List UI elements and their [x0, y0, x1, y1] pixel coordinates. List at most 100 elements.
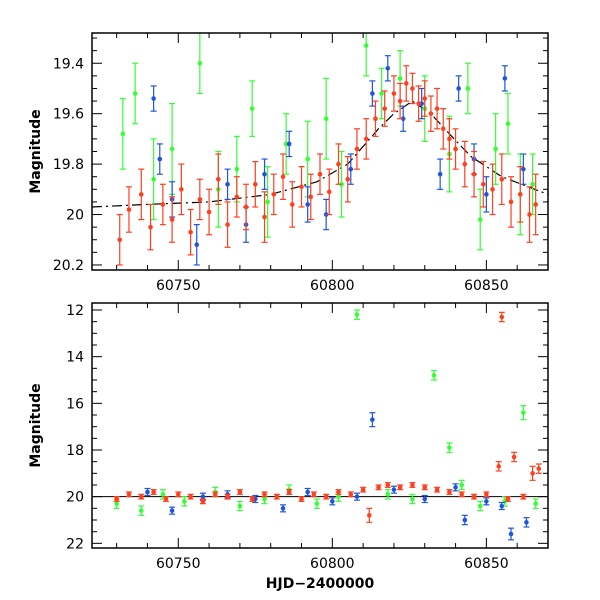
x-tick-label: 60750	[156, 556, 201, 572]
y-tick-label: 19.8	[53, 157, 84, 173]
data-point-red	[354, 146, 360, 152]
data-point-red	[117, 237, 123, 243]
data-point-red	[447, 489, 452, 495]
data-point-red	[511, 454, 517, 460]
data-point-red	[499, 314, 505, 320]
series-blue	[144, 412, 530, 541]
data-point-green	[262, 496, 267, 502]
data-point-blue	[484, 499, 489, 504]
data-point-red	[434, 106, 440, 111]
data-point-red	[410, 86, 415, 91]
data-point-green	[363, 43, 369, 48]
data-point-green	[305, 156, 310, 162]
data-point-red	[308, 194, 314, 200]
data-point-green	[477, 503, 483, 509]
data-point-red	[536, 466, 542, 471]
data-point-red	[490, 187, 495, 192]
data-point-red	[382, 106, 388, 111]
plot-area	[92, 33, 548, 266]
data-point-green	[477, 217, 483, 222]
data-point-red	[508, 199, 514, 205]
data-point-blue	[262, 171, 267, 177]
data-point-green	[493, 146, 498, 152]
data-point-blue	[484, 192, 489, 197]
data-point-red	[416, 101, 421, 106]
x-axis-title: HJD−2400000	[266, 576, 375, 592]
data-point-red	[440, 126, 446, 132]
data-point-green	[234, 166, 240, 172]
y-tick-label: 19.4	[53, 56, 84, 72]
data-point-green	[505, 121, 511, 127]
data-point-green	[169, 146, 175, 152]
data-point-red	[428, 111, 434, 116]
data-point-red	[197, 197, 203, 202]
data-point-green	[379, 91, 384, 96]
data-point-red	[299, 184, 304, 190]
data-point-green	[197, 60, 203, 66]
data-point-red	[262, 492, 267, 497]
data-point-red	[243, 204, 249, 210]
data-point-blue	[305, 489, 310, 495]
data-point-green	[447, 445, 452, 450]
data-point-blue	[305, 202, 310, 207]
data-point-green	[249, 106, 255, 111]
data-point-green	[530, 181, 535, 187]
data-point-blue	[521, 166, 526, 172]
data-point-green	[182, 499, 187, 504]
data-point-blue	[524, 520, 529, 525]
data-point-red	[521, 494, 526, 499]
data-point-red	[175, 492, 181, 497]
data-point-red	[126, 207, 132, 212]
data-point-red	[484, 492, 489, 497]
data-point-red	[471, 494, 477, 499]
data-point-red	[527, 212, 532, 217]
data-point-red	[262, 214, 267, 220]
data-point-blue	[354, 494, 360, 499]
data-point-blue	[385, 65, 391, 71]
data-point-red	[286, 489, 292, 495]
data-point-red	[252, 181, 258, 187]
data-point-red	[447, 136, 452, 142]
data-point-red	[216, 176, 221, 182]
plot-frame	[91, 32, 549, 271]
data-point-red	[188, 229, 193, 235]
data-point-blue	[462, 517, 468, 523]
data-point-red	[289, 202, 295, 207]
data-point-blue	[286, 141, 292, 147]
y-tick-label: 22	[66, 536, 84, 552]
data-point-red	[459, 492, 465, 497]
data-point-green	[151, 176, 156, 182]
data-point-red	[345, 176, 351, 182]
y-tick-label: 20	[66, 208, 84, 224]
series-red	[116, 65, 539, 266]
data-point-red	[206, 209, 212, 215]
y-tick-label: 16	[66, 396, 84, 412]
data-point-green	[533, 501, 538, 506]
data-point-red	[366, 513, 372, 518]
data-point-red	[212, 492, 218, 497]
data-point-blue	[422, 496, 428, 502]
data-point-green	[138, 508, 144, 513]
data-point-red	[249, 496, 255, 502]
data-point-red	[326, 189, 332, 195]
data-point-green	[237, 503, 243, 509]
y-tick-label: 18	[66, 443, 84, 459]
data-point-red	[271, 192, 277, 197]
data-point-red	[480, 181, 486, 187]
bottom-panel-full-light-curve: 60750 60800 60850 12 14 16 18 20 22 Magnitude HJD−…	[28, 302, 549, 592]
data-point-blue	[348, 166, 354, 172]
data-point-red	[533, 202, 538, 207]
data-point-green	[459, 482, 465, 488]
data-point-green	[410, 496, 415, 502]
data-point-red	[422, 96, 428, 101]
data-point-red	[311, 492, 317, 497]
data-point-green	[397, 76, 403, 81]
data-point-green	[521, 410, 526, 415]
data-point-blue	[151, 96, 156, 101]
data-point-green	[354, 312, 360, 317]
data-point-red	[188, 494, 193, 499]
data-point-red	[148, 224, 153, 230]
y-tick-label: 20	[66, 490, 84, 506]
data-point-red	[397, 98, 403, 104]
x-tick-label: 60800	[310, 556, 355, 572]
